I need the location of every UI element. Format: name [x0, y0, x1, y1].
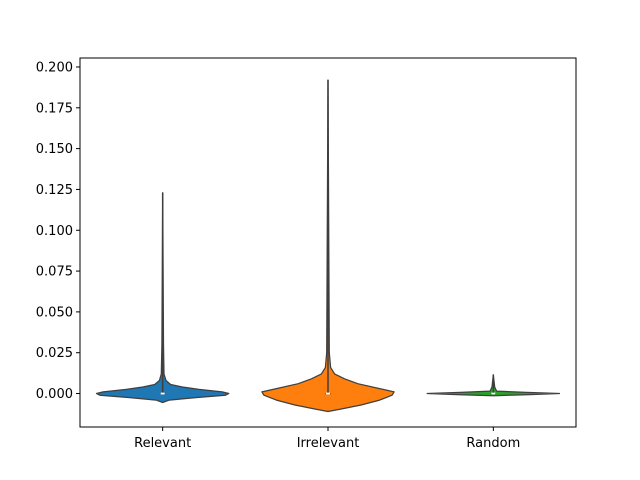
y-tick-label: 0.125: [36, 183, 73, 198]
x-axis: Relevant Irrelevant Random: [134, 427, 520, 451]
y-tick-label: 0.025: [36, 346, 73, 361]
y-tick-label: 0.050: [36, 305, 73, 320]
y-tick-label: 0.000: [36, 387, 73, 402]
x-tick-label: Random: [466, 436, 520, 451]
violin-median-relevant: [160, 392, 165, 395]
x-tick-label: Irrelevant: [297, 436, 360, 451]
x-tick-label: Relevant: [134, 436, 191, 451]
y-tick-label: 0.075: [36, 265, 73, 280]
y-tick-label: 0.200: [36, 60, 73, 75]
y-tick-label: 0.150: [36, 142, 73, 157]
y-tick-label: 0.175: [36, 101, 73, 116]
violins-group: [95, 79, 561, 413]
violin-median-irrelevant: [326, 392, 330, 395]
violin-median-random: [491, 392, 496, 395]
y-axis: 0.000 0.025 0.050 0.075 0.100 0.125 0.150 0.175…: [36, 60, 80, 402]
y-tick-label: 0.100: [36, 224, 73, 239]
